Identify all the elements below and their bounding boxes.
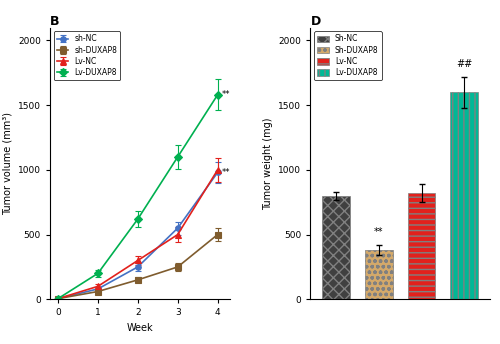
Text: **: **	[374, 227, 384, 237]
X-axis label: Week: Week	[126, 323, 153, 333]
Bar	[450, 92, 478, 299]
Legend: sh-NC, sh-DUXAP8, Lv-NC, Lv-DUXAP8: sh-NC, sh-DUXAP8, Lv-NC, Lv-DUXAP8	[54, 31, 120, 80]
Y-axis label: Tumor volume (mm³): Tumor volume (mm³)	[2, 112, 12, 215]
Text: ##: ##	[456, 59, 472, 69]
Bar	[322, 196, 350, 299]
Text: B: B	[50, 14, 59, 28]
Legend: Sh-NC, Sh-DUXAP8, Lv-NC, Lv-DUXAP8: Sh-NC, Sh-DUXAP8, Lv-NC, Lv-DUXAP8	[314, 31, 382, 80]
Bar	[408, 193, 436, 299]
Y-axis label: Tumor weight (mg): Tumor weight (mg)	[263, 117, 273, 209]
Text: **: **	[222, 90, 230, 99]
Text: D: D	[310, 14, 320, 28]
Text: **: **	[222, 168, 230, 177]
Bar	[365, 250, 392, 299]
